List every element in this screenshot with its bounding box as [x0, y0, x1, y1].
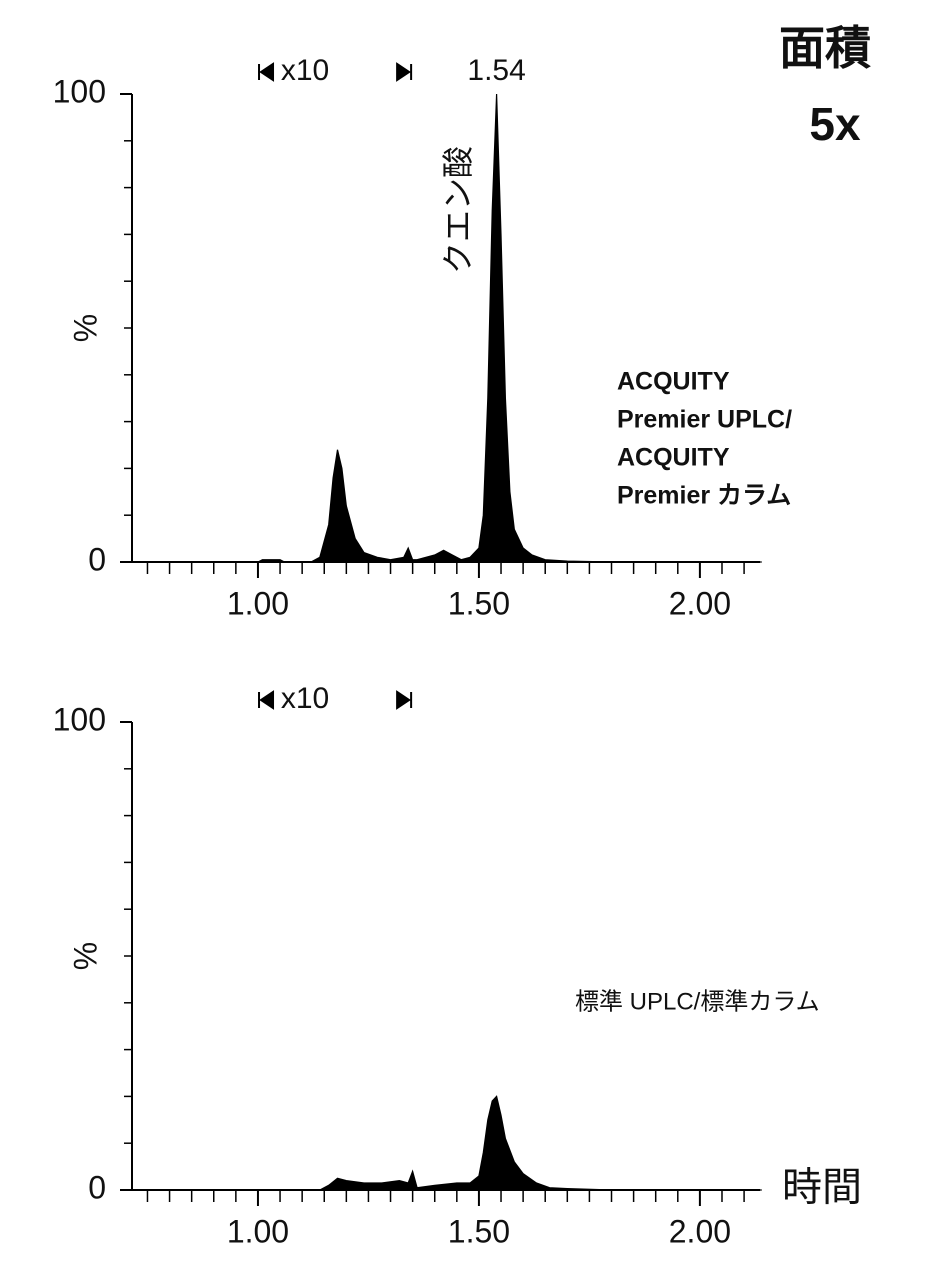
- compound-label: クエン酸: [440, 146, 476, 274]
- x-tick-label: 1.50: [448, 585, 510, 621]
- badge-title: 面積: [779, 22, 871, 74]
- x-axis-label: 時間: [782, 1166, 862, 1210]
- x-tick-label: 2.00: [669, 1213, 731, 1249]
- legend-text: Premier UPLC/: [617, 406, 792, 434]
- legend-text: 標準 UPLC/標準カラム: [575, 988, 820, 1015]
- y-axis-label: %: [67, 314, 103, 342]
- peak-label: 1.54: [467, 54, 525, 87]
- zoom-end-marker: [396, 62, 413, 82]
- y-tick-label: 0: [88, 541, 106, 577]
- y-tick-label: 0: [88, 1169, 106, 1205]
- zoom-label: x10: [281, 682, 329, 715]
- chromatogram-trace: [134, 1095, 762, 1191]
- y-tick-label: 100: [53, 73, 106, 109]
- x-tick-label: 2.00: [669, 585, 731, 621]
- chromatogram-trace: [134, 93, 762, 563]
- x-tick-label: 1.50: [448, 1213, 510, 1249]
- legend-text: Premier カラム: [617, 482, 791, 510]
- x-tick-label: 1.00: [227, 585, 289, 621]
- zoom-label: x10: [281, 54, 329, 87]
- legend-text: ACQUITY: [617, 444, 730, 472]
- zoom-start-marker: [258, 690, 275, 710]
- x-tick-label: 1.00: [227, 1213, 289, 1249]
- zoom-end-marker: [396, 690, 413, 710]
- zoom-start-marker: [258, 62, 275, 82]
- legend-text: ACQUITY: [617, 368, 730, 396]
- y-tick-label: 100: [53, 701, 106, 737]
- y-axis-label: %: [67, 942, 103, 970]
- badge-value: 5x: [809, 98, 861, 150]
